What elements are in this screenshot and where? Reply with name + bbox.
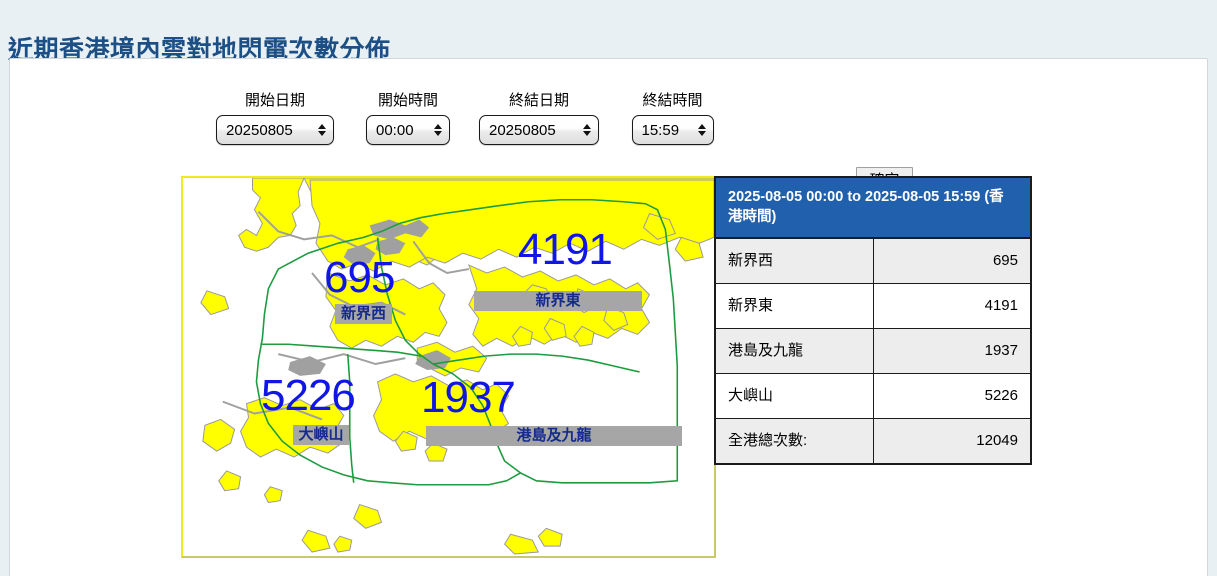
select-end-date-value: 20250805 <box>489 121 556 139</box>
landmass-islet-e2 <box>674 236 704 262</box>
select-start-date[interactable]: 20250805 <box>216 115 334 145</box>
map-count-new-territories-east: 4191 <box>518 225 613 274</box>
label-start-time: 開始時間 <box>377 92 438 109</box>
landmass-islet-s7 <box>424 442 448 462</box>
landmass-islets-ne5 <box>573 325 595 347</box>
map-label-new-territories-west: 新界西 <box>335 304 392 324</box>
region-boundaries <box>255 198 679 486</box>
landmass-mainland <box>237 178 305 252</box>
landmass-islet-se1 <box>503 533 540 555</box>
field-end-date: 終結日期 20250805 <box>478 91 600 145</box>
table-cell-value: 1937 <box>873 328 1031 374</box>
landmass-islets-ne2 <box>603 305 629 331</box>
table-cell-region: 新界東 <box>715 283 874 329</box>
map-count-lantau: 5226 <box>261 371 356 420</box>
table-cell-total-value: 12049 <box>873 418 1031 464</box>
table-cell-value: 695 <box>873 237 1031 284</box>
table-cell-region: 港島及九龍 <box>715 328 874 374</box>
landmass-islet-s4 <box>301 529 331 553</box>
urban-area-central <box>343 245 376 266</box>
select-end-date[interactable]: 20250805 <box>479 115 599 145</box>
table-cell-total-label: 全港總次數: <box>715 418 874 464</box>
stepper-arrows-icon[interactable] <box>583 124 592 136</box>
table-row: 新界東 4191 <box>715 283 1031 329</box>
map-label-hk-island-kowloon: 港島及九龍 <box>426 426 682 446</box>
select-start-time-value: 00:00 <box>376 121 414 139</box>
control-bar: 開始日期 20250805 開始時間 00:00 終結日期 20250805 <box>10 59 1209 195</box>
landmass-islet-w1 <box>200 290 230 316</box>
map-count-hk-island-kowloon: 1937 <box>421 373 516 422</box>
table-cell-value: 4191 <box>873 283 1031 329</box>
landmass-lantau-west <box>202 418 236 452</box>
label-end-time: 終結時間 <box>642 92 703 109</box>
table-header-row: 2025-08-05 00:00 to 2025-08-05 15:59 (香港… <box>715 177 1031 239</box>
table-row: 大嶼山 5226 <box>715 373 1031 419</box>
stepper-arrows-icon[interactable] <box>434 124 443 136</box>
select-start-date-value: 20250805 <box>226 121 293 139</box>
table-row: 新界西 695 <box>715 237 1031 284</box>
stepper-arrows-icon[interactable] <box>318 124 327 136</box>
select-end-time-value: 15:59 <box>641 121 680 139</box>
select-end-time[interactable]: 15:59 <box>631 115 714 145</box>
map-count-new-territories-west: 695 <box>324 253 395 302</box>
landmass-islet-s5 <box>333 535 353 553</box>
table-row-total: 全港總次數: 12049 <box>715 418 1031 464</box>
table-cell-value: 5226 <box>873 373 1031 419</box>
table-body: 新界西 695 新界東 4191 港島及九龍 1937 大嶼山 5226 全港總… <box>715 237 1031 464</box>
map-label-new-territories-east: 新界東 <box>474 291 642 311</box>
table-cell-region: 大嶼山 <box>715 373 874 419</box>
table-cell-region: 新界西 <box>715 237 874 284</box>
landmass-islet-s3 <box>353 503 383 529</box>
field-start-time: 開始時間 00:00 <box>360 91 456 145</box>
urban-area-kwai <box>415 350 451 370</box>
table-row: 港島及九龍 1937 <box>715 328 1031 374</box>
landmass-islet-s6 <box>394 430 418 452</box>
lightning-map[interactable]: 695 新界西 4191 新界東 5226 大嶼山 1937 港島及九龍 <box>181 176 716 558</box>
landmass-islet-s2 <box>263 486 283 504</box>
landmass-islets-ne3 <box>543 317 567 341</box>
urban-area-kowloon <box>375 237 406 256</box>
urban-area-shenzhen <box>369 219 430 240</box>
table-header-period: 2025-08-05 00:00 to 2025-08-05 15:59 (香港… <box>715 177 1031 239</box>
label-start-date: 開始日期 <box>244 92 305 109</box>
landmass-islet-s1 <box>218 470 242 492</box>
landmass-islets-ne4 <box>511 325 533 347</box>
field-start-date: 開始日期 20250805 <box>215 91 335 145</box>
field-end-time: 終結時間 15:59 <box>626 91 719 145</box>
landmass-north-field <box>309 179 714 272</box>
label-end-date: 終結日期 <box>508 92 569 109</box>
content-panel: 開始日期 20250805 開始時間 00:00 終結日期 20250805 <box>9 58 1208 576</box>
map-label-lantau: 大嶼山 <box>293 425 349 445</box>
map-graphic <box>183 178 714 556</box>
landmass-islet-se2 <box>537 527 563 547</box>
select-start-time[interactable]: 00:00 <box>366 115 450 145</box>
lightning-count-table: 2025-08-05 00:00 to 2025-08-05 15:59 (香港… <box>714 176 1032 465</box>
stepper-arrows-icon[interactable] <box>697 124 707 136</box>
